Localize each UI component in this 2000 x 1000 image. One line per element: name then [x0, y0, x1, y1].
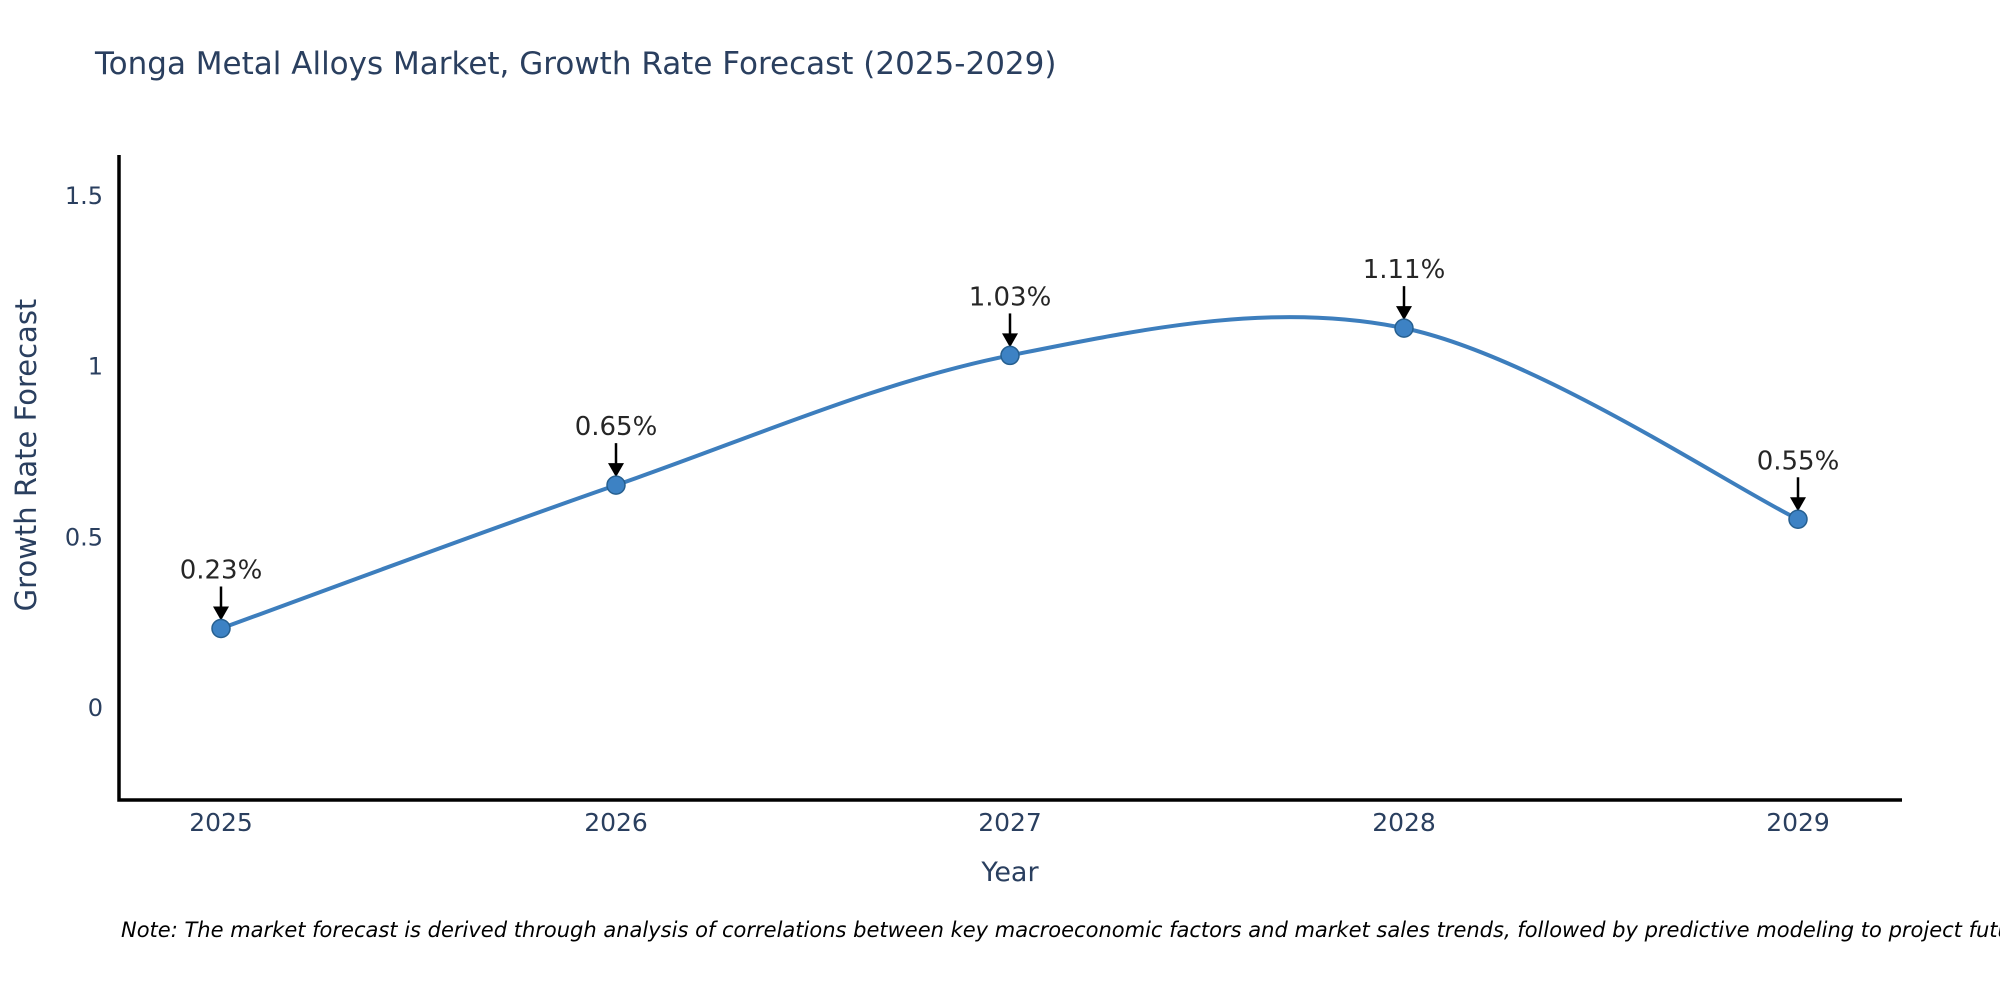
data-point-marker: [1788, 509, 1808, 530]
annotation-arrow-head: [1002, 333, 1018, 348]
annotation-arrow-head: [1396, 306, 1412, 321]
x-axis-title: Year: [981, 857, 1039, 888]
x-tick-label: 2026: [584, 808, 648, 837]
x-tick-label: 2029: [1766, 808, 1830, 837]
annotation-arrow-head: [213, 606, 229, 621]
data-point-marker: [211, 618, 231, 639]
footnote: Note: The market forecast is derived thr…: [121, 918, 2000, 942]
annotation-label: 0.65%: [575, 412, 658, 442]
x-tick-label: 2027: [978, 808, 1042, 837]
y-tick-label: 0.5: [65, 523, 103, 551]
axis-lines: [117, 155, 1902, 802]
annotation-label: 1.11%: [1363, 255, 1446, 285]
x-tick-label: 2028: [1372, 808, 1436, 837]
annotation-label: 1.03%: [969, 282, 1052, 312]
data-point-marker: [1394, 318, 1414, 338]
x-tick-label: 2025: [189, 808, 253, 837]
annotation-arrow-head: [1790, 497, 1806, 512]
annotation-label: 0.23%: [180, 555, 263, 585]
y-tick-label: 0: [88, 694, 103, 722]
data-point-marker: [606, 475, 626, 495]
annotation-label: 0.55%: [1757, 446, 1840, 476]
data-point-marker: [1000, 345, 1020, 366]
y-tick-label: 1.5: [65, 182, 103, 210]
annotation-arrow-head: [608, 463, 624, 478]
y-tick-label: 1: [88, 353, 103, 381]
chart-title: Tonga Metal Alloys Market, Growth Rate F…: [95, 46, 1057, 82]
